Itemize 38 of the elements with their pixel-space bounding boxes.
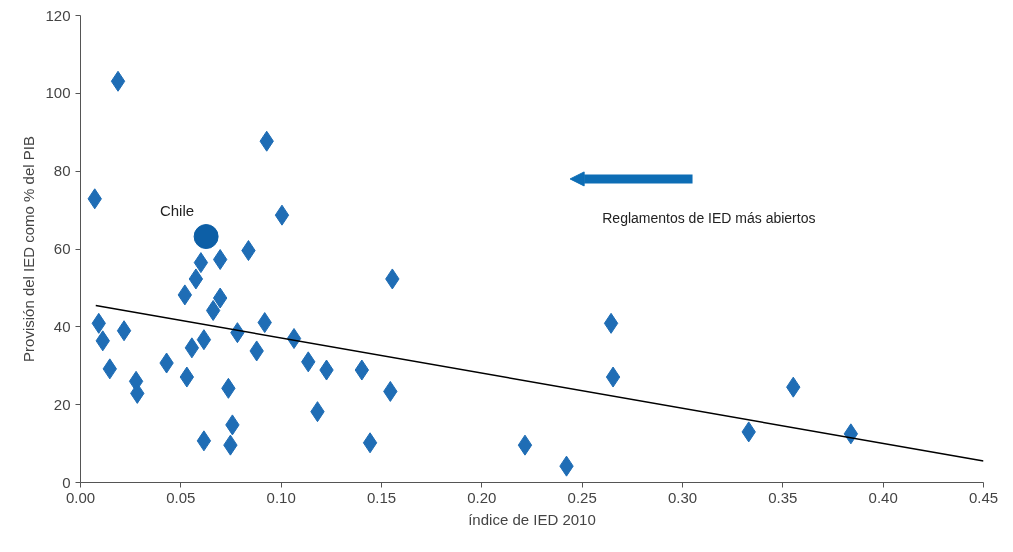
annotation: Reglamentos de IED más abiertos [602, 209, 816, 226]
point [603, 312, 619, 334]
x-tick-label: 0.10 [266, 488, 296, 506]
x-tick-label: 0.30 [667, 488, 698, 506]
point [517, 434, 533, 456]
x-tick-label: 0.35 [768, 488, 798, 506]
point [605, 366, 621, 388]
point [196, 430, 212, 452]
x-axis-title: índice de IED 2010 [468, 510, 596, 528]
y-tick-label: 80 [53, 162, 71, 180]
point [193, 224, 219, 250]
y-tick-label: 0 [62, 473, 71, 491]
y-tick-label: 120 [45, 6, 71, 24]
y-tick-label: 20 [53, 395, 71, 413]
point [184, 337, 200, 359]
point [188, 268, 204, 290]
point [177, 284, 193, 306]
x-tick-label: 0.25 [567, 488, 597, 506]
y-axis-title: Provisión del IED como % del PIB [20, 136, 38, 362]
x-tick-label: 0.45 [968, 488, 999, 506]
x-tick-label: 0.15 [366, 488, 397, 506]
point [110, 70, 126, 92]
point [205, 299, 221, 321]
y-tick-label: 40 [53, 317, 71, 335]
point [362, 432, 378, 454]
x-tick-label: 0.40 [868, 488, 898, 506]
y-tick-label: 100 [45, 84, 71, 102]
point [274, 204, 290, 226]
x-tick-label: 0.05 [166, 488, 196, 506]
x-tick-label: 0.20 [467, 488, 497, 506]
annotation: Chile [159, 201, 195, 219]
y-tick-label: 60 [53, 240, 71, 257]
point [116, 320, 132, 342]
point [193, 252, 209, 274]
x-tick-label: 0.00 [65, 488, 96, 506]
point [843, 423, 859, 445]
point [196, 329, 212, 351]
point [179, 366, 195, 388]
